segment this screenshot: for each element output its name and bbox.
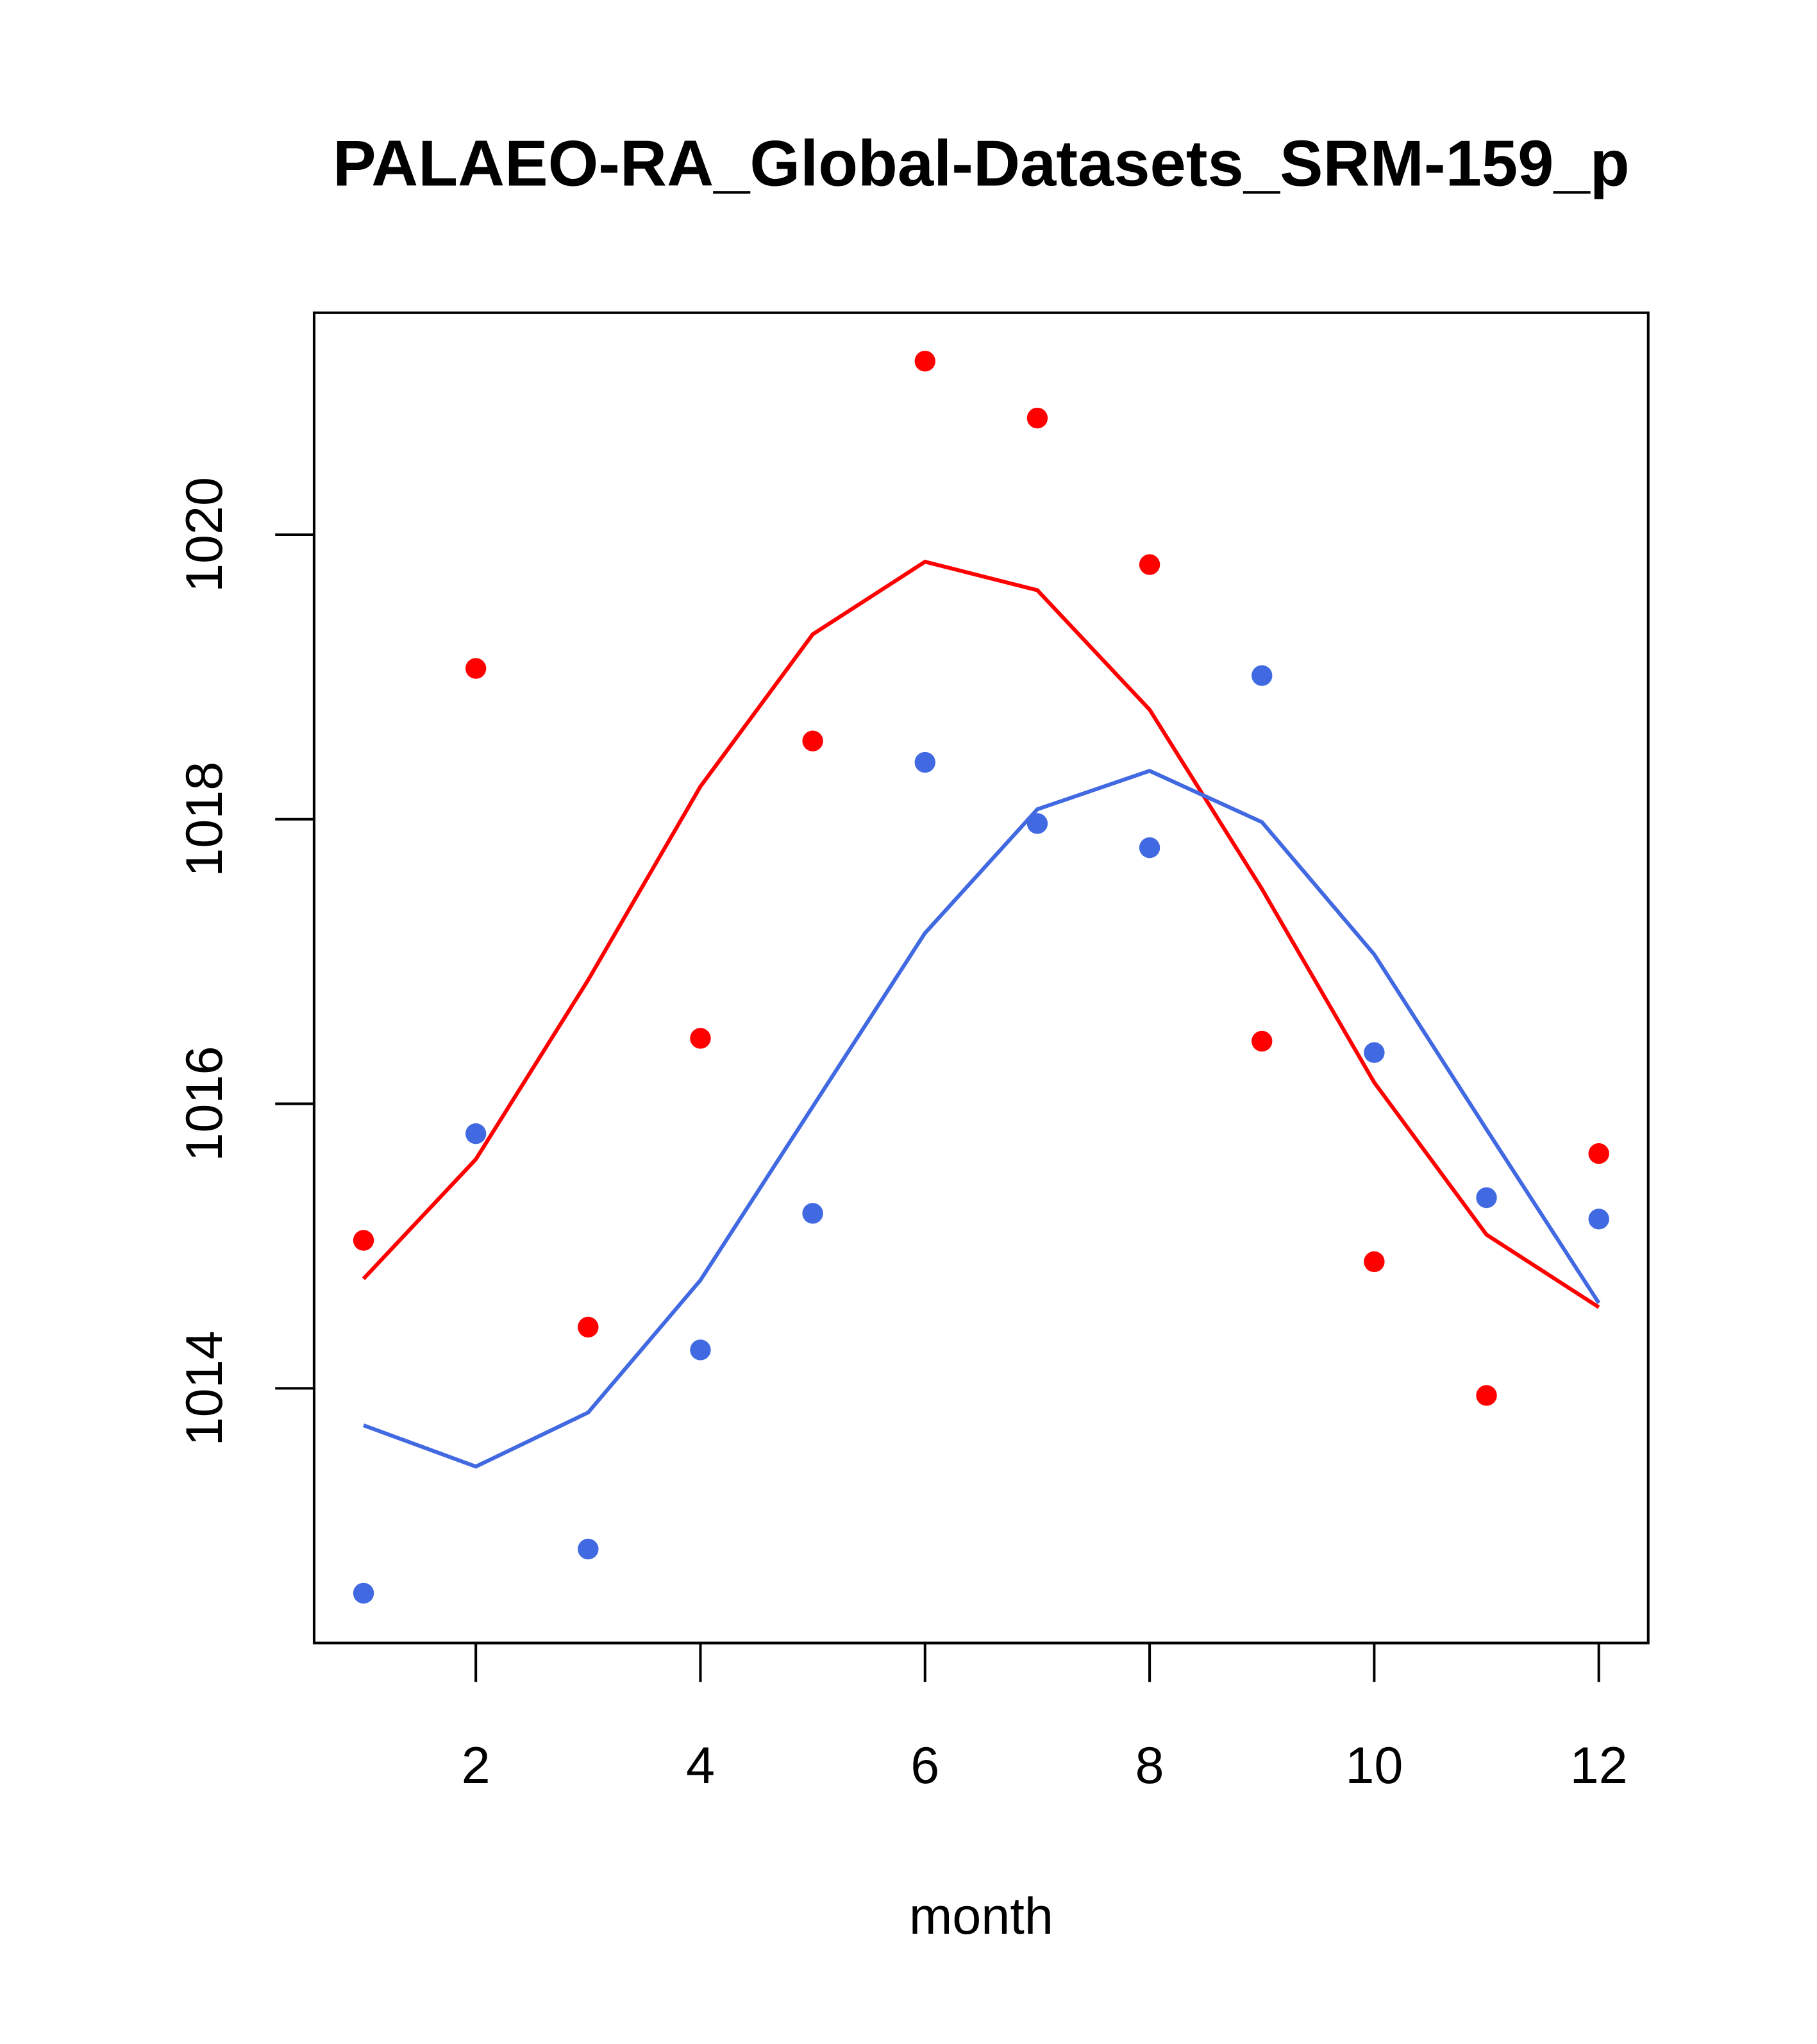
x-tick-label: 12: [1570, 1737, 1628, 1795]
blue-point: [1026, 813, 1048, 834]
x-tick-label: 4: [686, 1737, 715, 1795]
y-tick-label: 1014: [176, 1330, 233, 1446]
plot-frame: [312, 311, 1650, 1645]
blue-point: [465, 1123, 487, 1144]
x-tick-label: 10: [1345, 1737, 1403, 1795]
blue-line: [362, 769, 1601, 1469]
x-tick-label: 8: [1135, 1737, 1164, 1795]
chart-title: PALAEO-RA_Global-Datasets_SRM-159_p: [333, 127, 1629, 199]
red-line: [362, 559, 1600, 1309]
y-tick-label: 1016: [176, 1046, 233, 1162]
blue-point: [1139, 837, 1160, 859]
blue-point: [802, 1203, 823, 1224]
blue-point: [1252, 665, 1273, 686]
blue-point: [1588, 1209, 1609, 1230]
blue-point: [690, 1339, 711, 1361]
blue-point: [578, 1538, 599, 1560]
red-point: [1026, 407, 1048, 429]
x-tick-label: 2: [462, 1737, 490, 1795]
red-point: [914, 351, 935, 372]
red-point: [1364, 1251, 1385, 1273]
blue-point: [1476, 1187, 1497, 1209]
red-point: [1139, 554, 1160, 575]
x-tick-label: 6: [910, 1737, 939, 1795]
blue-point: [1364, 1042, 1385, 1063]
x-axis-label: month: [909, 1888, 1053, 1945]
red-point: [578, 1316, 599, 1338]
red-point: [353, 1230, 374, 1251]
red-point: [690, 1028, 711, 1049]
y-tick-label: 1018: [176, 762, 233, 877]
blue-point: [914, 751, 935, 773]
blue-point: [353, 1582, 374, 1604]
red-point: [1252, 1030, 1273, 1052]
red-point: [1476, 1385, 1497, 1406]
red-point: [465, 658, 487, 679]
y-tick-label: 1020: [176, 477, 233, 592]
red-point: [802, 730, 823, 751]
red-point: [1588, 1143, 1609, 1164]
